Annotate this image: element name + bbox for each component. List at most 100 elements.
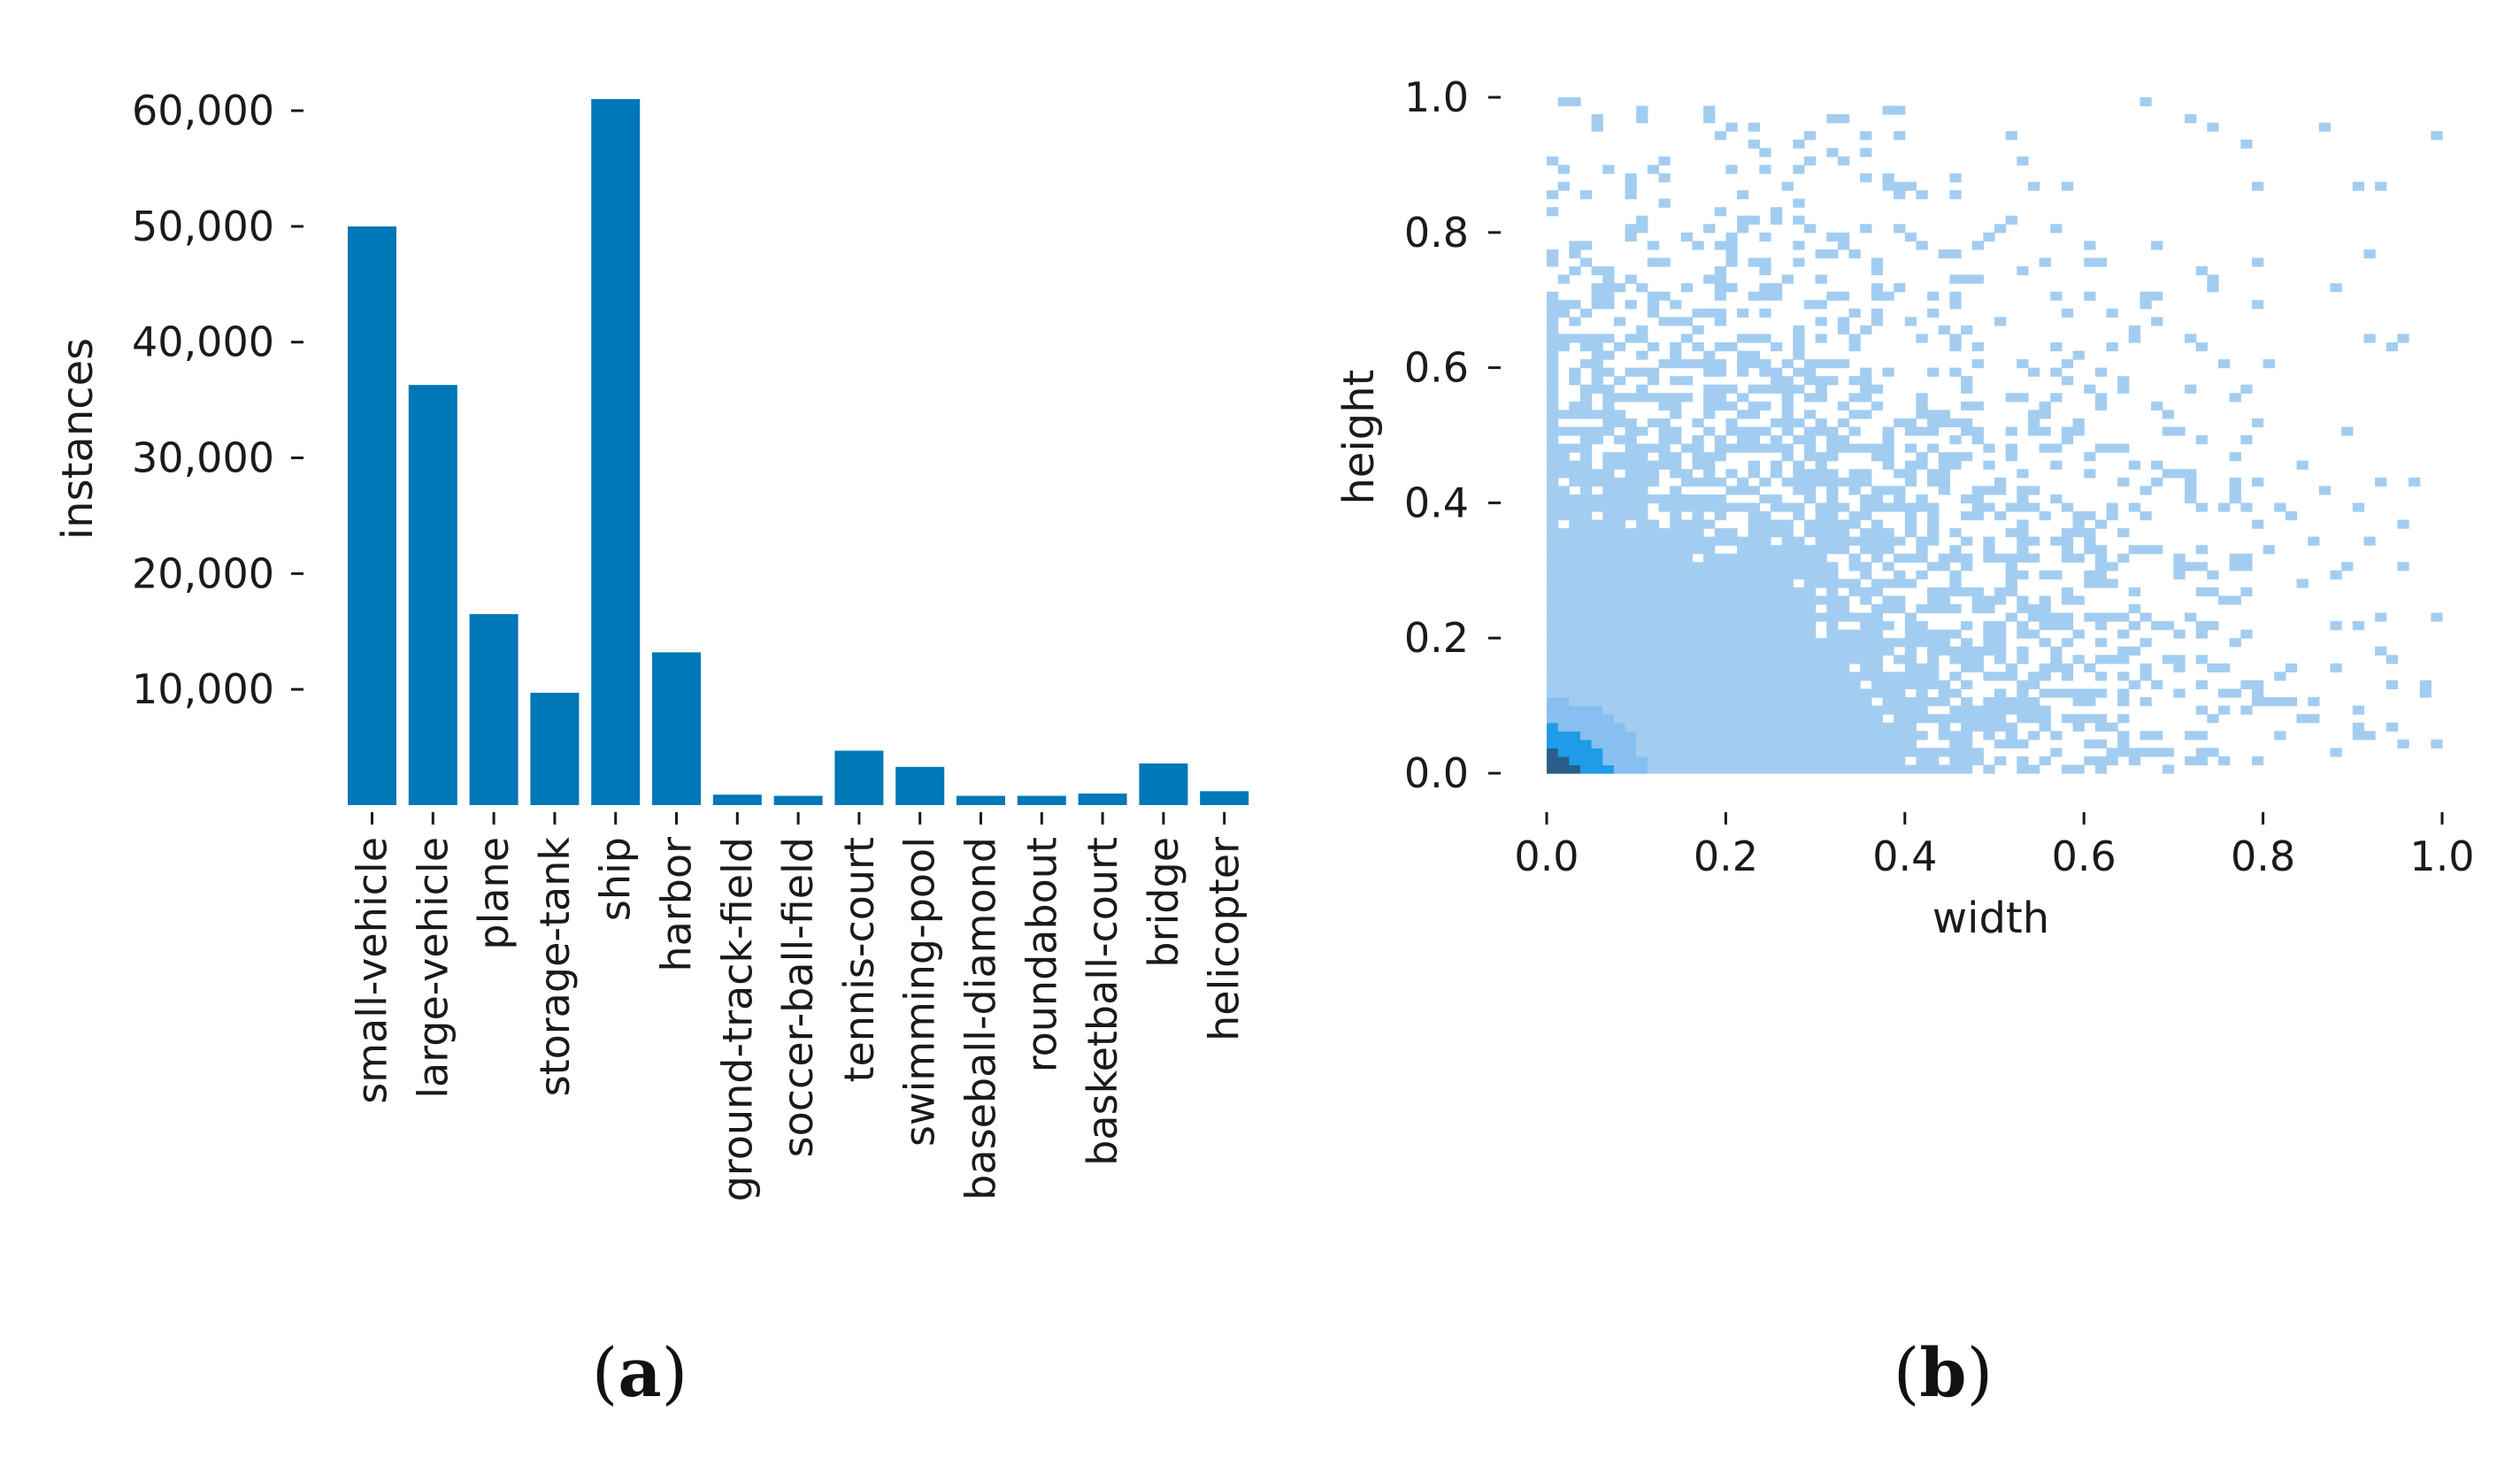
heatmap-cell	[1894, 190, 1906, 200]
heatmap-cell	[2151, 621, 2163, 631]
heatmap-cell	[1949, 274, 1962, 284]
heatmap-cell	[1670, 317, 1682, 326]
heatmap-cell	[1670, 688, 1682, 698]
heatmap-cell	[1557, 671, 1570, 681]
heatmap-y-tick-label: 0.6	[1404, 344, 1469, 392]
heatmap-cell	[1579, 401, 1593, 411]
bar-storage-tank	[530, 693, 580, 805]
heatmap-cell	[2061, 536, 2074, 546]
heatmap-cell	[1781, 401, 1794, 411]
bar-chart-x-tick-label: soccer-ball-field	[774, 837, 822, 1157]
heatmap-cell	[2128, 756, 2141, 766]
heatmap-cell	[1692, 714, 1704, 724]
heatmap-cell	[1748, 663, 1760, 672]
heatmap-cell	[1703, 401, 1716, 411]
heatmap-cell	[2084, 469, 2096, 479]
heatmap-cell	[1547, 156, 1559, 165]
heatmap-cell	[1569, 731, 1581, 741]
heatmap-cell	[1714, 595, 1726, 605]
heatmap-cell	[1860, 714, 1872, 724]
heatmap-cell	[1591, 426, 1603, 436]
heatmap-cell	[1759, 646, 1771, 656]
heatmap-cell	[1815, 384, 1827, 394]
heatmap-cell	[1703, 350, 1716, 360]
heatmap-cell	[1837, 688, 1850, 698]
heatmap-cell	[1803, 528, 1817, 538]
heatmap-cell	[1737, 722, 1749, 732]
heatmap-cell	[2106, 579, 2118, 588]
heatmap-cell	[1781, 418, 1794, 428]
heatmap-cell	[2094, 612, 2108, 622]
heatmap-cell	[1602, 283, 1615, 293]
heatmap-cell	[2397, 519, 2409, 529]
heatmap-cell	[2072, 418, 2085, 428]
heatmap-cell	[1815, 452, 1827, 462]
heatmap-cell	[1815, 714, 1827, 724]
heatmap-cell	[2375, 612, 2387, 622]
heatmap-cell	[1894, 105, 1906, 115]
heatmap-cell	[1680, 629, 1694, 639]
heatmap-cell	[1591, 477, 1603, 487]
heatmap-cell	[1748, 257, 1760, 267]
heatmap-cell	[1916, 748, 1928, 757]
heatmap-cell	[1983, 604, 1995, 614]
heatmap-cell	[1714, 570, 1726, 579]
heatmap-cell	[1904, 579, 1917, 588]
heatmap-cell	[1815, 393, 1827, 403]
heatmap-cell	[1961, 274, 1973, 284]
heatmap-cell	[1894, 503, 1906, 512]
heatmap-cell	[1602, 384, 1615, 394]
heatmap-cell	[1613, 731, 1626, 741]
heatmap-cell	[1771, 545, 1783, 555]
heatmap-cell	[1670, 671, 1682, 681]
bar-roundabout	[1017, 795, 1066, 805]
heatmap-cell	[2050, 393, 2063, 403]
heatmap-cell	[1670, 536, 1682, 546]
heatmap-cell	[2005, 393, 2017, 403]
heatmap-cell	[2094, 545, 2108, 555]
heatmap-cell	[1547, 410, 1559, 419]
heatmap-cell	[1547, 341, 1559, 352]
heatmap-cell	[1547, 291, 1559, 301]
heatmap-cell	[1625, 595, 1637, 605]
heatmap-cell	[1579, 595, 1593, 605]
heatmap-cell	[2185, 562, 2197, 572]
heatmap-cell	[1994, 722, 2007, 732]
heatmap-cell	[1658, 418, 1671, 428]
heatmap-cell	[2386, 341, 2398, 352]
heatmap-cell	[1848, 646, 1861, 656]
heatmap-cell	[1670, 731, 1682, 741]
heatmap-cell	[2375, 646, 2387, 656]
heatmap-cell	[1557, 553, 1570, 563]
heatmap-cell	[2039, 621, 2051, 631]
heatmap-cell	[1927, 697, 1940, 707]
heatmap-cell	[1848, 393, 1861, 403]
heatmap-cell	[1815, 300, 1827, 310]
heatmap-cell	[1647, 671, 1660, 681]
heatmap-cell	[1927, 469, 1940, 479]
heatmap-cell	[1613, 570, 1626, 579]
heatmap-cell	[1737, 477, 1749, 487]
heatmap-cell	[1591, 646, 1603, 656]
heatmap-cell	[1815, 705, 1827, 715]
heatmap-cell	[1703, 536, 1716, 546]
heatmap-cell	[1670, 300, 1682, 310]
heatmap-cell	[1904, 697, 1917, 707]
heatmap-cell	[1837, 705, 1850, 715]
heatmap-cell	[1971, 494, 1984, 503]
heatmap-cell	[1904, 519, 1917, 529]
heatmap-cell	[1826, 579, 1839, 588]
heatmap-cell	[1579, 443, 1593, 453]
heatmap-cell	[1636, 384, 1648, 394]
heatmap-cell	[1579, 393, 1593, 403]
heatmap-cell	[2027, 367, 2040, 377]
heatmap-cell	[1793, 714, 1805, 724]
heatmap-cell	[1815, 536, 1827, 546]
heatmap-cell	[1871, 646, 1884, 656]
heatmap-cell	[1961, 562, 1973, 572]
heatmap-cell	[1815, 646, 1827, 656]
heatmap-cell	[2151, 477, 2163, 487]
heatmap-cell	[1725, 714, 1738, 724]
heatmap-cell	[1579, 241, 1593, 250]
heatmap-cell	[1647, 748, 1660, 757]
